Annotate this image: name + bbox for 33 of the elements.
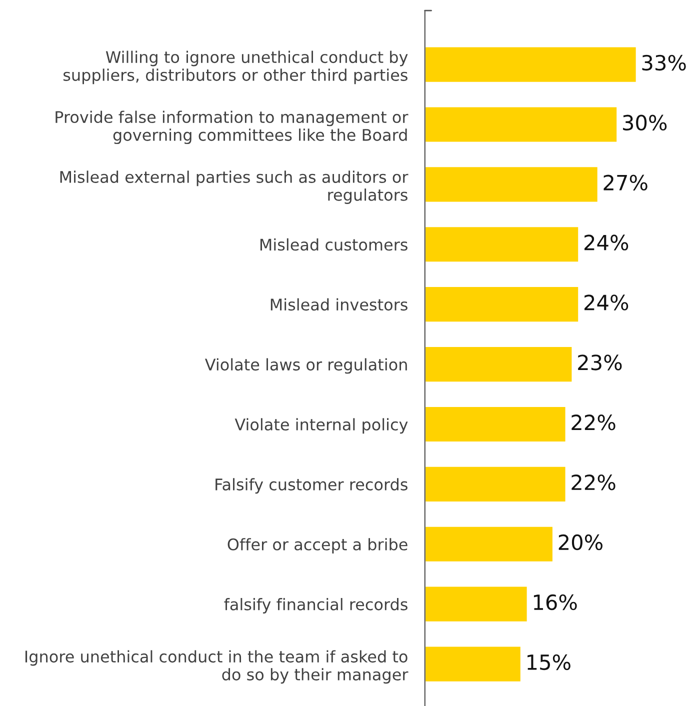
- y-tick-label: Willing to ignore unethical conduct by suppliers, distributors or other third parties: [64, 50, 408, 84]
- bar: [424, 46, 638, 84]
- y-tick-label: Mislead investors: [270, 298, 408, 311]
- bar: [424, 525, 554, 563]
- data-label: 23%: [578, 354, 622, 370]
- data-label: 22%: [572, 474, 616, 490]
- bar: [424, 106, 618, 144]
- data-label: 27%: [604, 174, 648, 190]
- bar: [424, 346, 574, 383]
- y-tick-label: Offer or accept a bribe: [228, 538, 408, 554]
- y-tick-label: Falsify customer records: [216, 478, 408, 494]
- bar: [424, 466, 567, 503]
- y-tick-label: Violate internal policy: [234, 418, 408, 434]
- data-label: 33%: [642, 54, 686, 71]
- data-label: 16%: [534, 594, 577, 610]
- y-tick-label: Mislead customers: [260, 238, 408, 251]
- y-tick-label: Mislead external parties such as auditors or regulators: [60, 170, 408, 204]
- y-tick-label: Ignore unethical conduct in the team if asked to do so by their manager: [25, 650, 408, 684]
- data-label: 24%: [584, 234, 628, 250]
- data-label: 30%: [623, 114, 667, 131]
- bar: [424, 286, 580, 324]
- y-tick-label: Provide false information to management or governing committees like the Board: [56, 110, 408, 144]
- bar: [424, 645, 522, 683]
- bar: [424, 585, 528, 623]
- data-label: 15%: [528, 654, 570, 670]
- bar: [424, 406, 567, 443]
- data-label: 22%: [572, 414, 616, 430]
- y-tick-label: Violate laws or regulation: [204, 358, 407, 374]
- y-tick-label: falsify financial records: [224, 598, 408, 614]
- bar: [424, 226, 580, 264]
- bar: [424, 166, 599, 204]
- data-label: 24%: [584, 294, 628, 310]
- data-label: 20%: [558, 534, 602, 550]
